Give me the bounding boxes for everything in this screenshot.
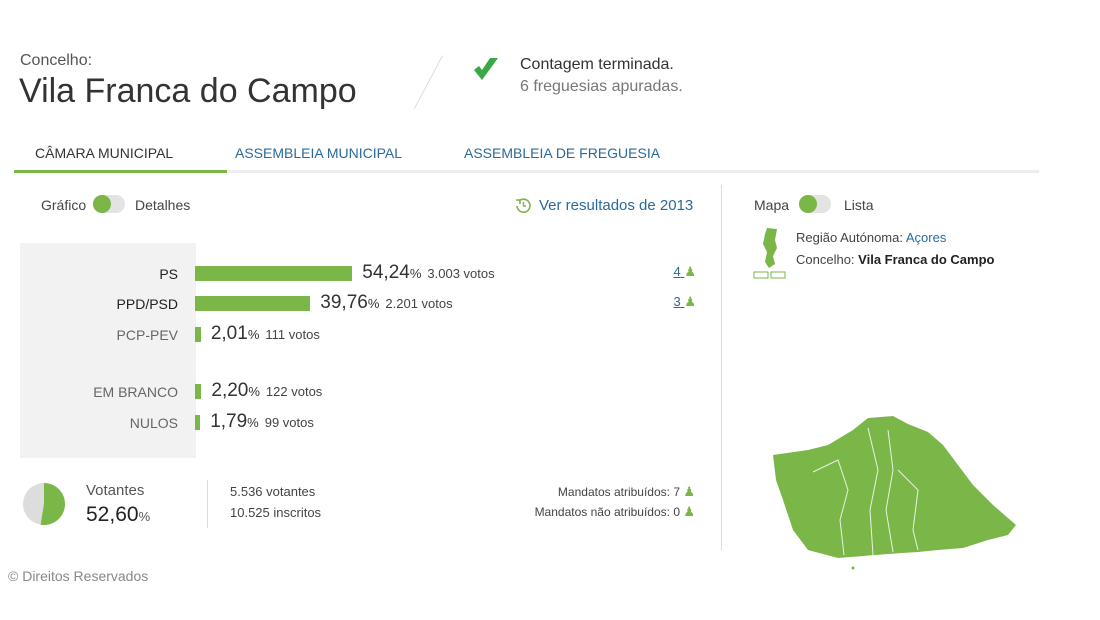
result-bar <box>195 296 311 311</box>
party-name: PCP-PEV <box>116 327 178 343</box>
seats-assigned: Mandatos atribuídos: 7 ♟ <box>557 484 695 499</box>
page-title: Vila Franca do Campo <box>19 72 357 110</box>
user-icon: ♟ <box>683 484 695 499</box>
header-label: Concelho: <box>20 52 93 69</box>
result-bar <box>195 266 353 281</box>
count-status: Contagem terminada. <box>520 56 674 73</box>
result-bar <box>195 384 202 399</box>
column-divider <box>721 185 722 550</box>
result-row: EM BRANCO 2,20% 122 votos <box>20 380 700 404</box>
result-row: PCP-PEV 2,01% 111 votos <box>20 323 700 347</box>
council-line: Concelho: Vila Franca do Campo <box>796 252 995 267</box>
tab-bar: CÂMARA MUNICIPAL ASSEMBLEIA MUNICIPAL AS… <box>14 140 1039 173</box>
seats-count: 3 ♟ <box>673 294 696 309</box>
active-tab-indicator <box>14 170 227 173</box>
check-icon <box>474 58 498 80</box>
portugal-map-icon[interactable] <box>753 226 787 280</box>
turnout-pct: 52,60% <box>86 503 151 526</box>
result-pct: 1,79% 99 votos <box>210 411 314 432</box>
result-bar <box>195 327 201 342</box>
user-icon: ♟ <box>683 504 695 519</box>
history-link[interactable]: Ver resultados de 2013 <box>539 197 694 214</box>
party-name: EM BRANCO <box>93 384 178 400</box>
tab-camara-municipal[interactable]: CÂMARA MUNICIPAL <box>35 145 174 161</box>
toggle-label-mapa: Mapa <box>754 197 790 213</box>
party-labels-panel <box>20 243 196 458</box>
voters-count: 5.536 votantes <box>230 484 316 499</box>
toggle-label-detalhes: Detalhes <box>135 197 191 213</box>
seats-unassigned: Mandatos não atribuídos: 0 ♟ <box>534 504 695 519</box>
result-pct: 39,76% 2.201 votos <box>320 292 453 313</box>
count-substatus: 6 freguesias apuradas. <box>520 78 683 95</box>
result-pct: 2,01% 111 votos <box>210 323 320 344</box>
toggle-label-lista: Lista <box>844 197 874 213</box>
result-row: PS 54,24% 3.003 votos 4 ♟ <box>20 262 700 286</box>
council-map[interactable] <box>768 410 1023 575</box>
user-icon: ♟ <box>684 294 696 309</box>
divider <box>413 55 444 109</box>
registered-count: 10.525 inscritos <box>230 505 322 520</box>
result-row: NULOS 1,79% 99 votos <box>20 411 700 435</box>
map-toggle[interactable] <box>799 195 831 213</box>
result-pct: 2,20% 122 votos <box>211 380 323 401</box>
tab-assembleia-municipal[interactable]: ASSEMBLEIA MUNICIPAL <box>235 145 403 161</box>
party-name: PPD/PSD <box>116 296 178 312</box>
tab-assembleia-freguesia[interactable]: ASSEMBLEIA DE FREGUESIA <box>464 145 661 161</box>
result-row: PPD/PSD 39,76% 2.201 votos 3 ♟ <box>20 292 700 316</box>
toggle-label-grafico: Gráfico <box>41 197 87 213</box>
region-link[interactable]: Açores <box>905 230 947 245</box>
copyright: © Direitos Reservados <box>8 568 149 584</box>
seats-count: 4 ♟ <box>673 264 696 279</box>
history-icon <box>516 198 531 213</box>
turnout-divider <box>207 480 208 528</box>
result-pct: 54,24% 3.003 votos <box>362 262 495 283</box>
result-bar <box>195 415 201 430</box>
region-line: Região Autónoma: Açores <box>796 230 947 245</box>
party-name: PS <box>159 266 178 282</box>
user-icon: ♟ <box>684 264 696 279</box>
view-toggle[interactable] <box>93 195 125 213</box>
turnout-label: Votantes <box>86 482 145 499</box>
party-name: NULOS <box>129 415 178 431</box>
turnout-pie <box>23 483 65 525</box>
